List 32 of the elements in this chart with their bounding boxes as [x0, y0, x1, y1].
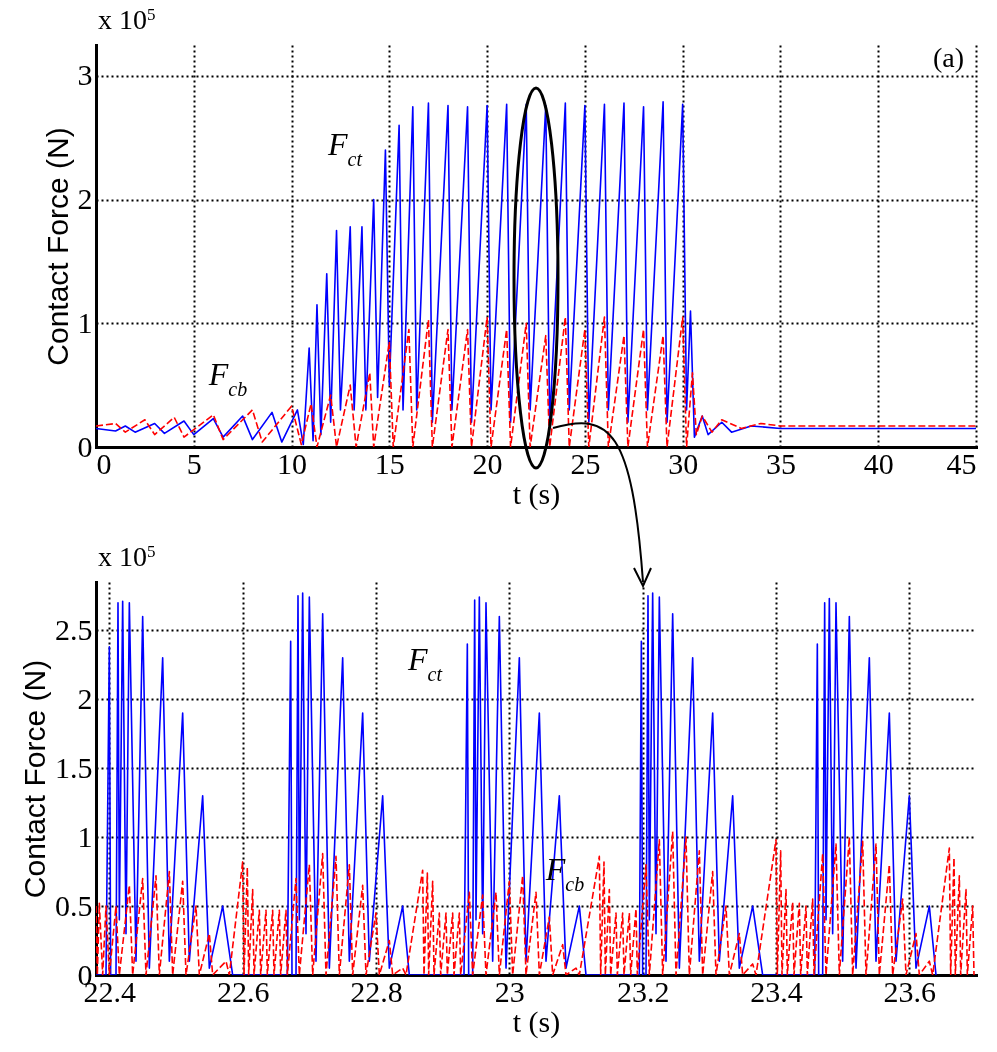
y-tick-label: 1 [77, 819, 93, 853]
y-axis-title: Contact Force (N) [18, 659, 51, 899]
x-tick-label: 23.4 [750, 974, 803, 1008]
y-tick-label: 3 [77, 58, 93, 92]
x-tick-label: 22.8 [350, 974, 403, 1008]
x-tick-label: 22.6 [216, 974, 270, 1008]
y-tick-label: 1.5 [55, 750, 93, 784]
y-tick-label: 2 [77, 182, 93, 216]
x-axis-title: t (s) [512, 476, 561, 511]
y-tick-label: 1 [77, 305, 93, 339]
x-tick-label: 40 [863, 446, 894, 480]
x-tick-label: 10 [277, 446, 308, 480]
x-tick-label: 45 [946, 446, 977, 480]
y-axis-title: Contact Force (N) [40, 127, 74, 366]
annotation: F$_{ct}$ [327, 126, 363, 170]
x-tick-label: 5 [186, 446, 202, 480]
line-series [96, 592, 937, 975]
annotation: F$_{cb}$ [207, 356, 248, 400]
x-tick-label: 35 [765, 446, 796, 480]
x-tick-label: 25 [570, 446, 601, 480]
x-tick-label: 23.6 [883, 974, 937, 1008]
x-tick-label: 30 [668, 446, 699, 480]
annotation: (a) [932, 42, 964, 73]
y-tick-label: 2.5 [55, 612, 93, 646]
text: x 10$^{5}$ [98, 541, 156, 572]
x-tick-label: 23.2 [616, 974, 670, 1008]
annotation: F$_{ct}$ [407, 641, 443, 685]
y-tick-label: 2 [77, 681, 93, 715]
x-tick-label: 15 [374, 446, 405, 480]
x-tick-label: 20 [472, 446, 503, 480]
text: x 10$^{5}$ [98, 4, 156, 35]
y-tick-label: 0.5 [55, 888, 93, 922]
